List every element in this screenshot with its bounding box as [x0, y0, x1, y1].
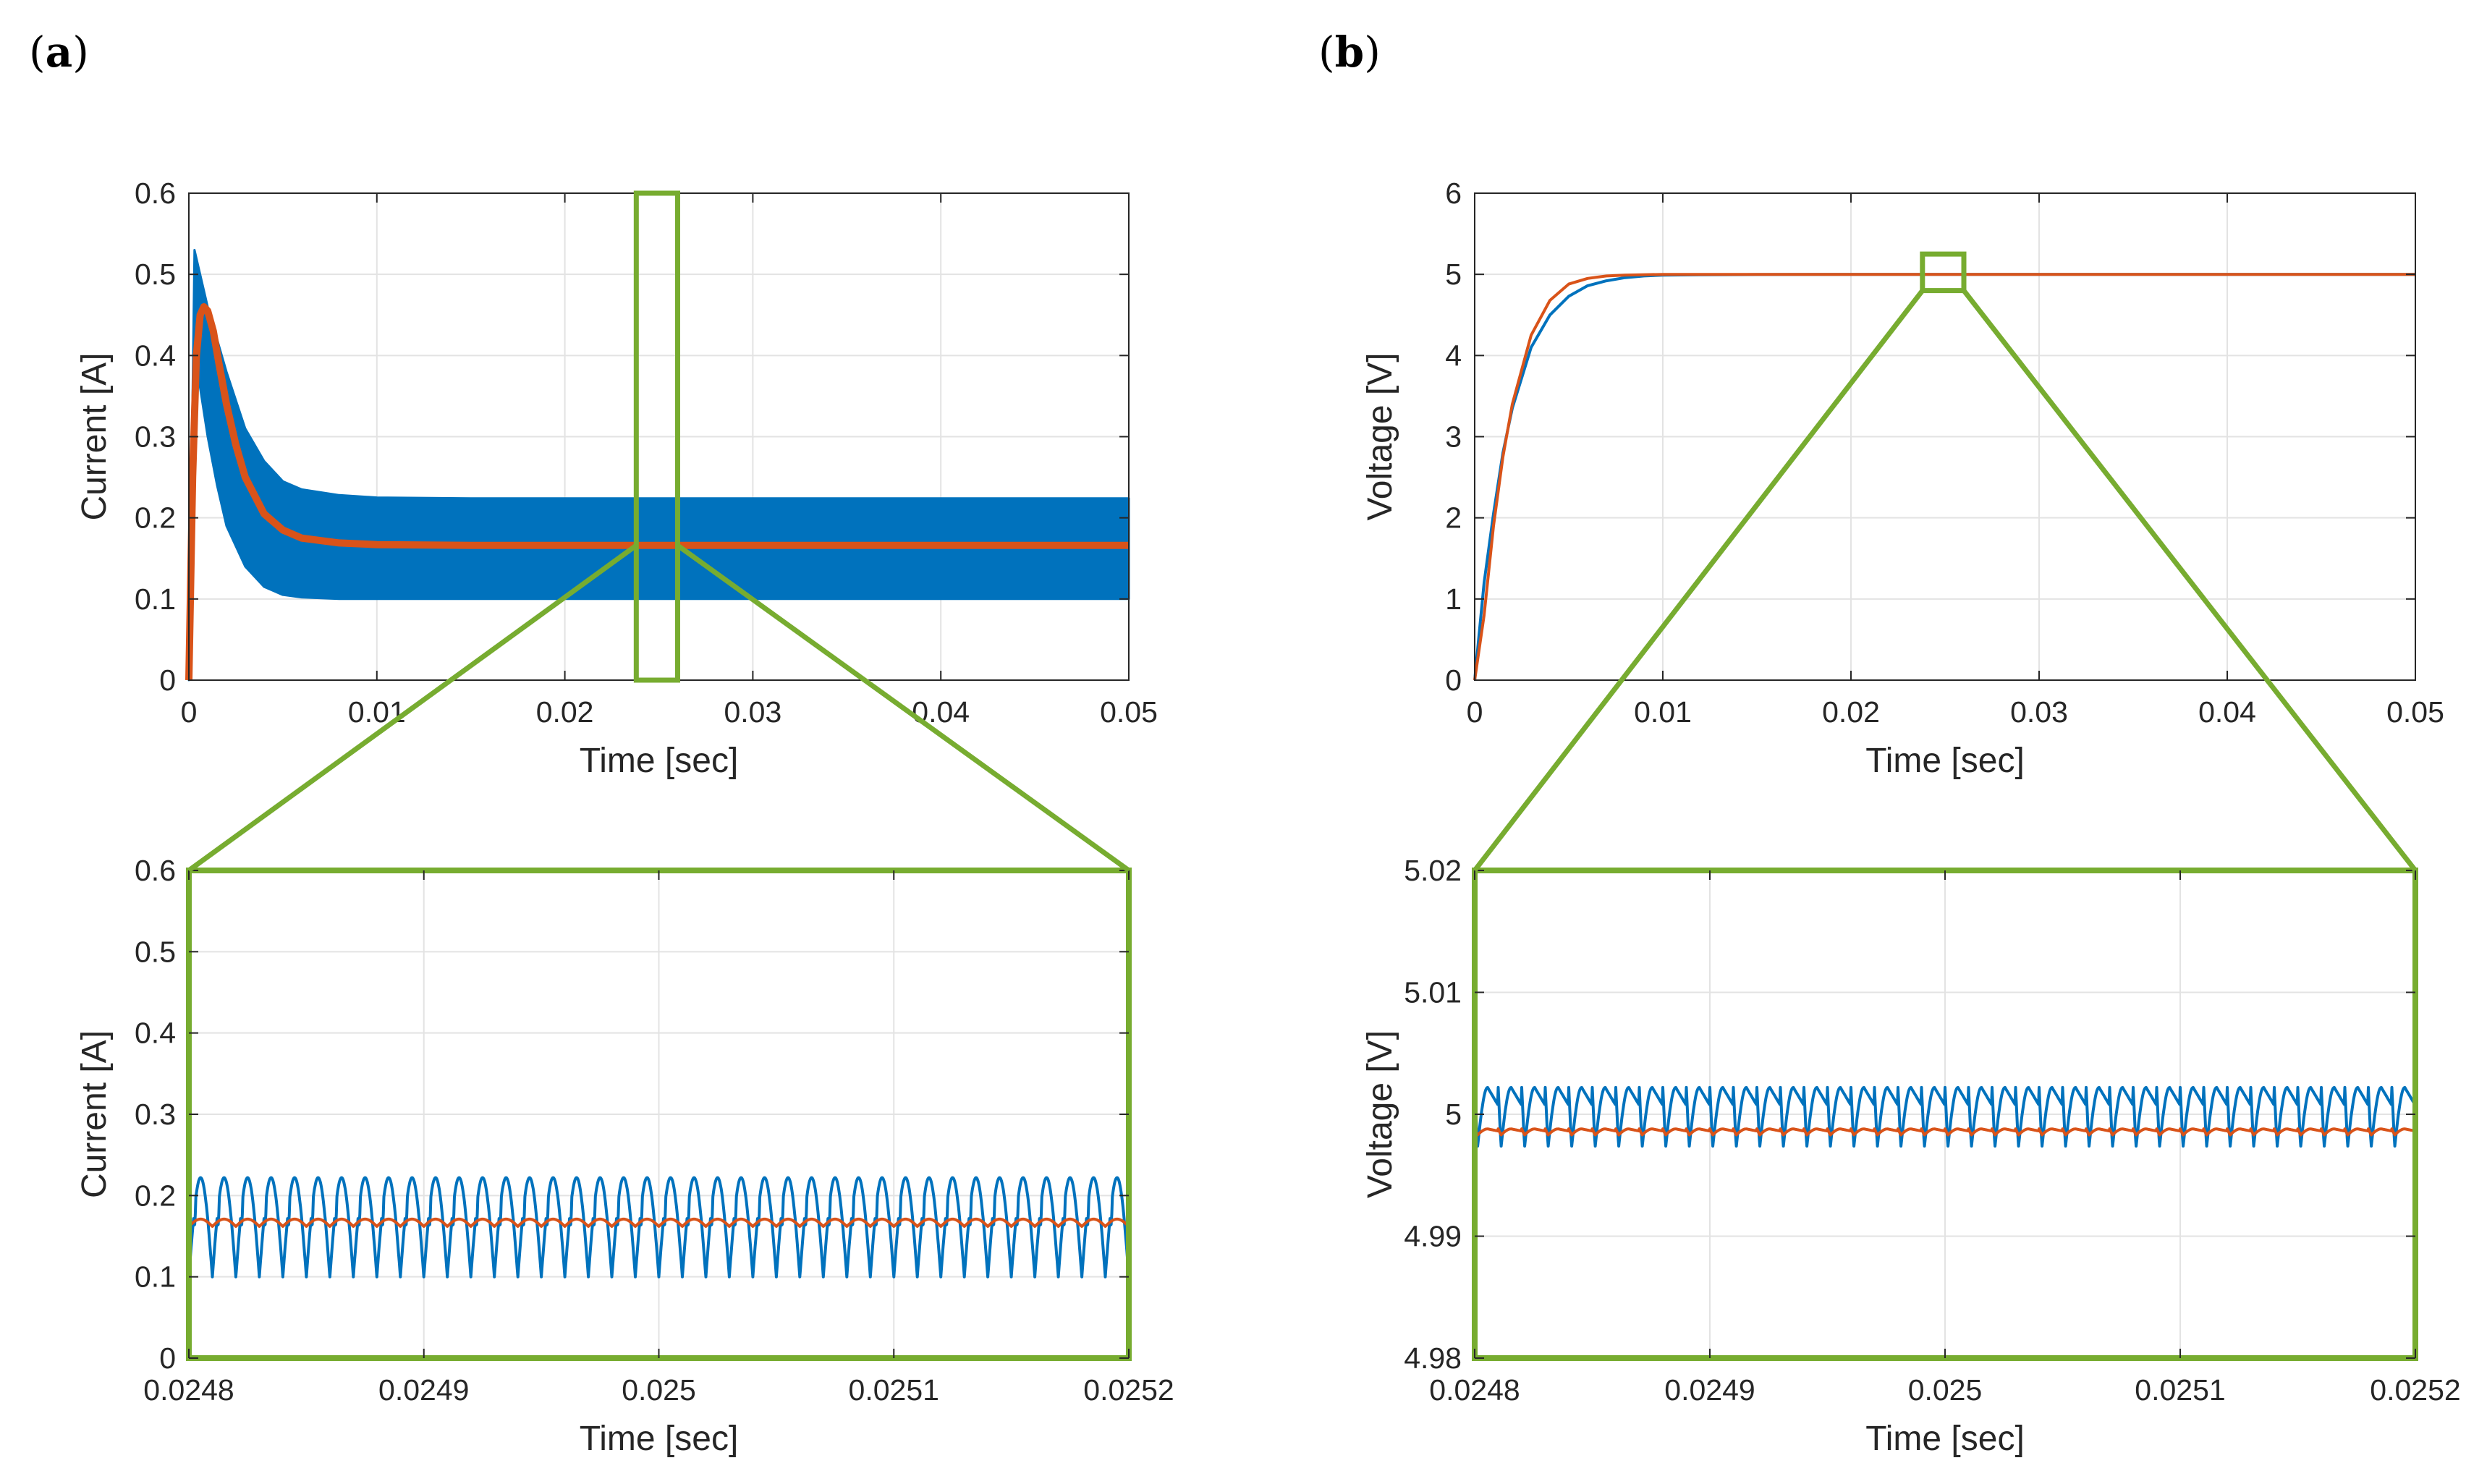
- b-top-xtick-label-1: 0.01: [1634, 695, 1692, 729]
- b-connector-left: [1473, 289, 1925, 873]
- a-bottom-ytick-label-3: 0.3: [135, 1098, 176, 1131]
- b-top-ytick-label-3: 3: [1445, 420, 1462, 454]
- a-top-xtick-label-3: 0.03: [724, 695, 781, 729]
- chart-current-zoom: 0.0248 0.0249 0.025 0.0251 0.0252 0 0.1 0.2 0.3 0…: [75, 854, 1174, 1458]
- chart-voltage-zoom: 0.0248 0.0249 0.025 0.0251 0.0252 4.98 4.99 5 5.…: [1361, 854, 2461, 1458]
- a-top-ytick-label-0: 0: [159, 663, 176, 697]
- b-bottom-ytick-label-0: 4.98: [1404, 1341, 1462, 1375]
- b-top-ytick-label-1: 1: [1445, 582, 1462, 616]
- b-top-series-1: [1473, 273, 2415, 681]
- a-bottom-ytick-label-2: 0.2: [135, 1179, 176, 1212]
- panel-label-a: (a): [29, 27, 89, 77]
- chart-current-full: 0 0.01 0.02 0.03 0.04 0.05 0 0.1 0.2 0.3 0.4 0.5 0.6…: [75, 177, 1158, 780]
- a-top-ylabel: Current [A]: [75, 352, 114, 520]
- b-top-xlabel: Time [sec]: [1865, 742, 2025, 780]
- a-top-xtick-label-1: 0.01: [348, 695, 406, 729]
- a-top-series-average-current: [185, 303, 1129, 681]
- b-bottom-ytick-label-2: 5: [1445, 1098, 1462, 1131]
- b-bottom-xlabel: Time [sec]: [1865, 1420, 2025, 1458]
- b-top-series-0: [1473, 273, 2415, 681]
- panel-label-b: (b): [1318, 27, 1381, 77]
- b-top-zoom-box: [1920, 251, 1967, 294]
- a-bottom-xtick-label-2: 0.025: [622, 1373, 696, 1407]
- b-top-ytick-label-2: 2: [1445, 501, 1462, 535]
- a-top-zoom-box: [633, 190, 680, 683]
- a-top-xtick-label-5: 0.05: [1100, 695, 1158, 729]
- b-bottom-xtick-label-0: 0.0248: [1429, 1373, 1520, 1407]
- zoom-connectors: [187, 289, 2418, 873]
- b-bottom-ytick-label-3: 5.01: [1404, 976, 1462, 1009]
- a-connector-right: [676, 543, 1131, 873]
- b-top-ytick-label-0: 0: [1445, 663, 1462, 697]
- b-top-xtick-label-3: 0.03: [2010, 695, 2068, 729]
- a-top-xtick-label-4: 0.04: [912, 695, 970, 729]
- a-bottom-ytick-label-5: 0.5: [135, 935, 176, 968]
- a-top-ytick-label-3: 0.3: [135, 420, 176, 454]
- a-top-ytick-label-4: 0.4: [135, 339, 176, 372]
- a-bottom-xtick-label-3: 0.0251: [849, 1373, 939, 1407]
- a-top-xtick-label-2: 0.02: [536, 695, 594, 729]
- b-bottom-xtick-label-2: 0.025: [1908, 1373, 1983, 1407]
- a-bottom-ytick-label-4: 0.4: [135, 1017, 176, 1050]
- a-bottom-series-0: [187, 1176, 1130, 1279]
- a-bottom-ytick-label-6: 0.6: [135, 854, 176, 887]
- a-top-xtick-label-0: 0: [181, 695, 198, 729]
- a-top-ytick-label-2: 0.2: [135, 501, 176, 535]
- a-bottom-xtick-label-4: 0.0252: [1083, 1373, 1174, 1407]
- b-bottom-xtick-label-3: 0.0251: [2135, 1373, 2225, 1407]
- a-top-xlabel: Time [sec]: [580, 742, 739, 780]
- b-bottom-ytick-label-1: 4.99: [1404, 1220, 1462, 1253]
- a-bottom-xlabel: Time [sec]: [580, 1420, 739, 1458]
- b-top-xtick-label-0: 0: [1467, 695, 1483, 729]
- a-connector-left: [187, 543, 638, 873]
- a-bottom-ytick-label-0: 0: [159, 1341, 176, 1375]
- b-top-ytick-label-5: 5: [1445, 258, 1462, 291]
- b-top-ytick-label-4: 4: [1445, 339, 1462, 372]
- a-top-series-current-band: [187, 249, 1130, 682]
- a-bottom-ylabel: Current [A]: [75, 1030, 114, 1198]
- b-top-xtick-label-4: 0.04: [2198, 695, 2256, 729]
- b-bottom-xtick-label-1: 0.0249: [1664, 1373, 1755, 1407]
- b-top-ytick-label-6: 6: [1445, 177, 1462, 210]
- b-bottom-ylabel: Voltage [V]: [1361, 1030, 1399, 1198]
- b-top-ylabel: Voltage [V]: [1361, 352, 1399, 520]
- a-bottom-series-1: [187, 1217, 1130, 1228]
- chart-voltage-full: 0 0.01 0.02 0.03 0.04 0.05 0 1 2 3 4 5 6 Time [sec] Vo…: [1361, 177, 2444, 780]
- b-bottom-series-0: [1473, 1085, 2417, 1148]
- a-bottom-xtick-label-0: 0.0248: [143, 1373, 234, 1407]
- a-bottom-xtick-label-1: 0.0249: [378, 1373, 469, 1407]
- a-top-ytick-label-1: 0.1: [135, 582, 176, 616]
- b-bottom-ytick-label-4: 5.02: [1404, 854, 1462, 887]
- b-bottom-series-1: [1473, 1127, 2417, 1137]
- a-top-ytick-label-6: 0.6: [135, 177, 176, 210]
- b-top-xtick-label-5: 0.05: [2386, 695, 2444, 729]
- a-top-ytick-label-5: 0.5: [135, 258, 176, 291]
- b-bottom-xtick-label-4: 0.0252: [2370, 1373, 2460, 1407]
- b-connector-right: [1962, 289, 2418, 873]
- a-bottom-ytick-label-1: 0.1: [135, 1260, 176, 1294]
- b-top-xtick-label-2: 0.02: [1822, 695, 1880, 729]
